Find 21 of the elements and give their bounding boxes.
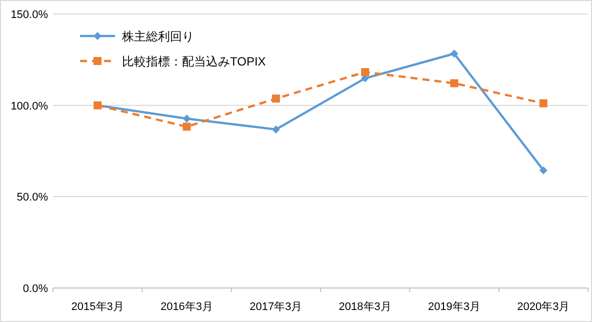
point — [361, 68, 370, 76]
point — [182, 114, 191, 123]
x-tick-label: 2015年3月 — [71, 301, 124, 313]
y-tick-label: 150.0% — [10, 9, 48, 21]
x-tick-label: 2018年3月 — [338, 301, 392, 313]
x-tick-label: 2016年3月 — [160, 301, 214, 313]
point — [272, 94, 280, 103]
legend-label: 株主総利回り — [121, 30, 194, 44]
y-tick-label: 0.0% — [22, 283, 48, 295]
y-tick-label: 50.0% — [16, 192, 48, 204]
point — [539, 166, 548, 174]
point — [450, 50, 458, 58]
y-tick-label: 100.0% — [10, 100, 48, 112]
point — [450, 79, 458, 88]
x-tick-label: 2017年3月 — [250, 301, 302, 313]
point — [182, 122, 191, 131]
point — [539, 99, 548, 108]
x-tick-label: 2019年3月 — [428, 301, 481, 313]
point — [272, 125, 280, 134]
x-tick-label: 2020年3月 — [517, 301, 570, 313]
legend-label: 比較指標：配当込みTOPIX — [122, 54, 266, 68]
